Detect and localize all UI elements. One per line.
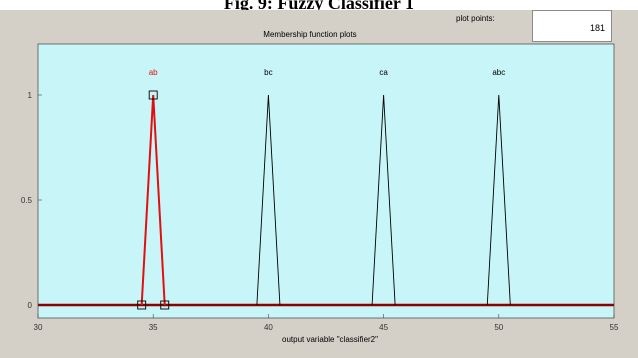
y-tick-label: 0.5: [21, 196, 33, 205]
membership-functions: ab bc ca abc: [137, 68, 511, 310]
mf-label-bc[interactable]: bc: [264, 68, 272, 77]
x-tick-label: 40: [264, 323, 273, 332]
mf-handle[interactable]: [148, 90, 158, 100]
y-tick-label: 1: [28, 91, 33, 100]
x-axis-label: output variable "classifier2": [282, 335, 378, 344]
mf-curve-ca[interactable]: [371, 94, 396, 306]
plot-title: Membership function plots: [263, 30, 357, 39]
x-tick-label: 35: [149, 323, 158, 332]
mf-handle[interactable]: [160, 300, 170, 310]
x-tick-label: 55: [610, 323, 619, 332]
x-tick-label: 50: [494, 323, 503, 332]
x-axis: 30 35 40 45 50 55: [34, 314, 619, 332]
mf-label-abc[interactable]: abc: [492, 68, 505, 77]
mf-curve-abc[interactable]: [486, 94, 511, 306]
x-tick-label: 45: [379, 323, 388, 332]
x-tick-label: 30: [34, 323, 43, 332]
mf-label-ca[interactable]: ca: [379, 68, 388, 77]
mf-curve-ab[interactable]: [140, 94, 166, 306]
plot-area[interactable]: [37, 43, 615, 319]
mf-handle[interactable]: [137, 300, 147, 310]
plot-points-input[interactable]: 181: [532, 10, 612, 42]
y-tick-label: 0: [28, 301, 33, 310]
mf-label-ab[interactable]: ab: [149, 68, 158, 77]
plot-points-label: plot points:: [456, 14, 495, 23]
mf-curve-bc[interactable]: [256, 94, 281, 306]
figure-caption: Fig. 9: Fuzzy Classifier 1: [223, 0, 415, 13]
